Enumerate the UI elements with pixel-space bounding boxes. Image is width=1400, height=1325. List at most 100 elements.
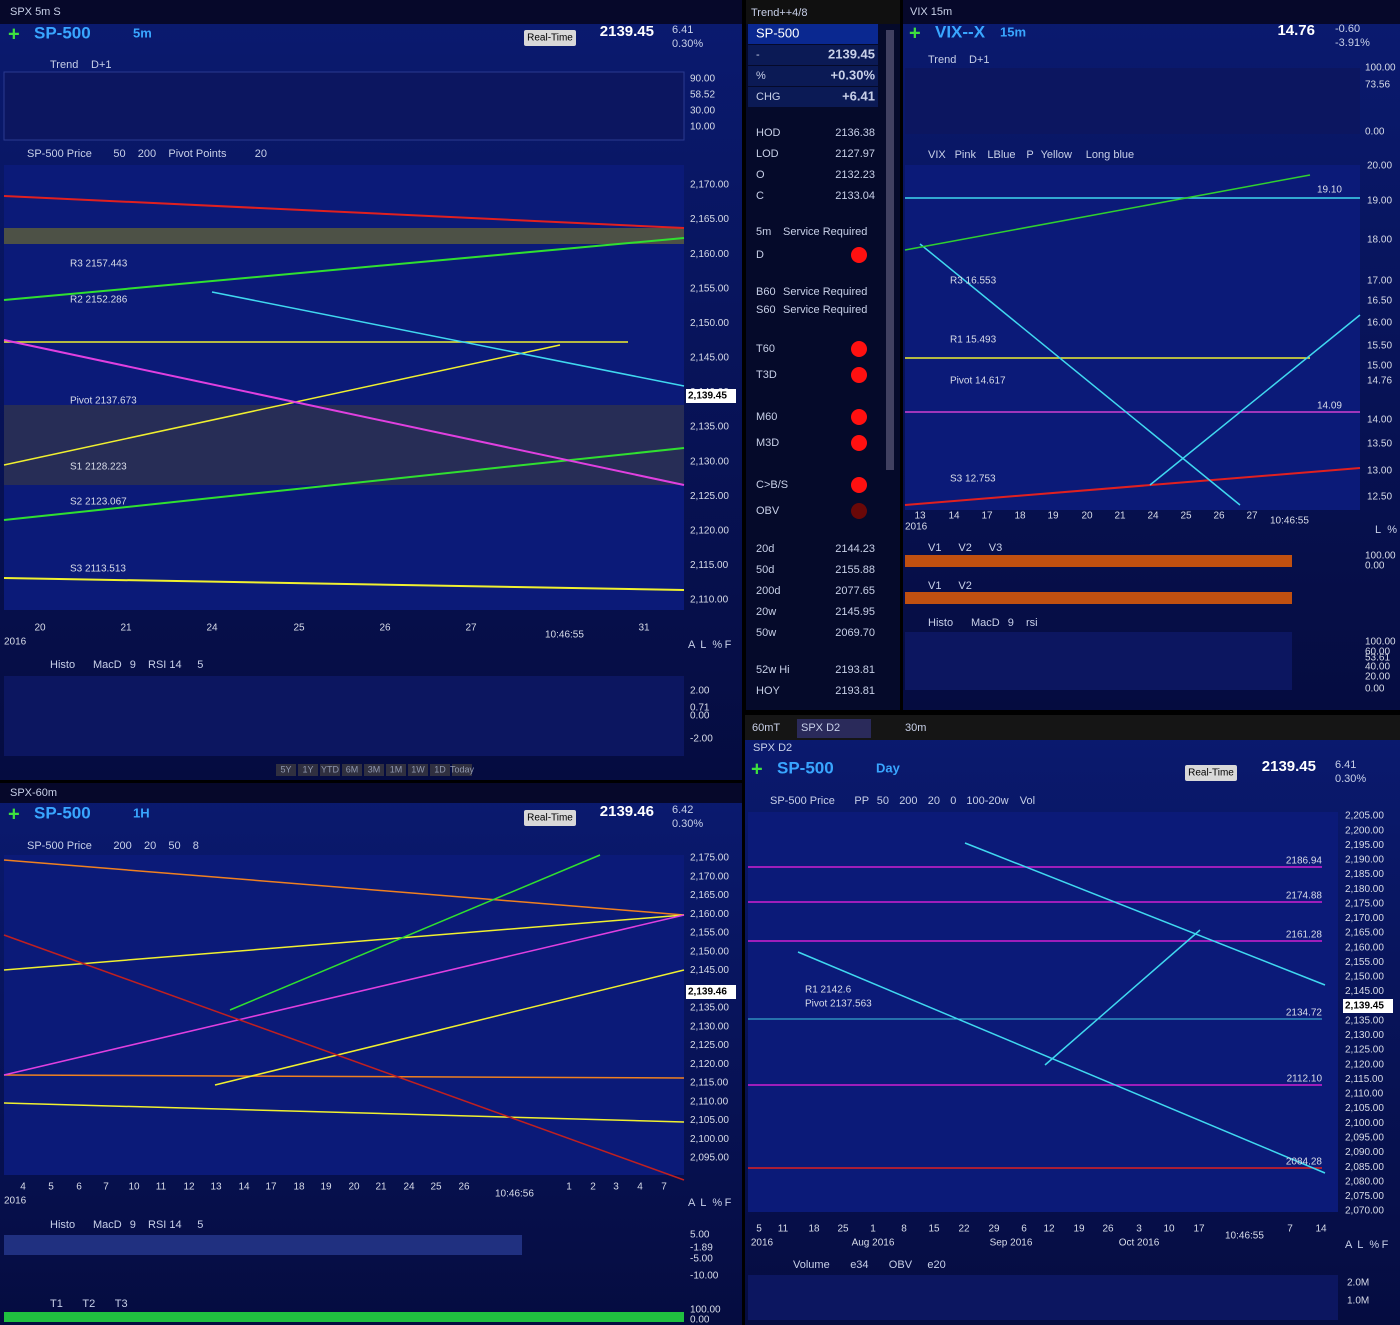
study-param: T1 bbox=[50, 1298, 63, 1310]
title-bar bbox=[0, 0, 742, 24]
last-price-box bbox=[686, 985, 736, 999]
range-label: 1D bbox=[434, 764, 446, 774]
x-tick-label: 26 bbox=[379, 623, 391, 634]
y-tick-label: 2,150.00 bbox=[690, 318, 729, 329]
y-tick-label: 2,090.00 bbox=[1345, 1147, 1384, 1158]
x-tick-label: 14 bbox=[238, 1182, 250, 1193]
tab[interactable]: 30m bbox=[905, 722, 926, 734]
signal-dot bbox=[851, 247, 867, 263]
realtime-button[interactable] bbox=[524, 30, 576, 46]
y-tick-label: 2,170.00 bbox=[1345, 913, 1384, 924]
signal-dot bbox=[851, 367, 867, 383]
change-pct: -3.91% bbox=[1335, 37, 1370, 49]
study-param: 5 bbox=[197, 659, 203, 671]
lower-pane bbox=[905, 632, 1292, 690]
row-label: M60 bbox=[756, 411, 777, 423]
study-param: T2 bbox=[82, 1298, 95, 1310]
y-tick-label: 2,085.00 bbox=[1345, 1162, 1384, 1173]
study-param: PP bbox=[854, 795, 869, 807]
x-tick-label: 19 bbox=[320, 1182, 332, 1193]
x-tick-label: 15 bbox=[928, 1224, 940, 1235]
tab[interactable]: 60mT bbox=[752, 722, 780, 734]
y-tick-label: 2,105.00 bbox=[1345, 1103, 1384, 1114]
y-tick-label: 2,155.00 bbox=[690, 928, 729, 939]
y-tick-label: 2,150.00 bbox=[1345, 972, 1384, 983]
scrollbar bbox=[886, 30, 894, 470]
y-tick-label: 100.00 bbox=[1365, 637, 1396, 648]
y-tick-label: 2,125.00 bbox=[1345, 1045, 1384, 1056]
symbol: VIX--X bbox=[935, 22, 986, 41]
add-icon[interactable]: + bbox=[8, 803, 20, 825]
y-tick-label: R1 15.493 bbox=[950, 335, 997, 346]
study-param: Trend bbox=[50, 59, 78, 71]
price-pane bbox=[905, 165, 1360, 510]
signal-dot bbox=[851, 435, 867, 451]
study-param: % bbox=[712, 1197, 722, 1209]
realtime-button[interactable] bbox=[1185, 765, 1237, 781]
row-label: % bbox=[756, 70, 766, 82]
y-tick-label: 2,160.00 bbox=[690, 909, 729, 920]
y-tick-label: 2,130.00 bbox=[690, 456, 729, 467]
y-tick-label: 12.50 bbox=[1367, 492, 1392, 503]
study-param: rsi bbox=[1026, 617, 1038, 629]
range-button[interactable] bbox=[276, 764, 296, 776]
range-label: 1Y bbox=[302, 764, 313, 774]
trend-line bbox=[904, 174, 1311, 251]
y-tick-label: 2,100.00 bbox=[1345, 1118, 1384, 1129]
range-button[interactable] bbox=[342, 764, 362, 776]
window-title: SPX 5m S bbox=[10, 6, 61, 18]
range-button[interactable] bbox=[386, 764, 406, 776]
x-tick-label: 29 bbox=[988, 1224, 1000, 1235]
x-tick-label: 1 bbox=[566, 1182, 572, 1193]
signal-dot bbox=[851, 341, 867, 357]
x-tick-label: 24 bbox=[206, 623, 218, 634]
last-price: 2,139.45 bbox=[1345, 1001, 1384, 1012]
last-price-box bbox=[1343, 999, 1393, 1013]
y-tick-label: 2,115.00 bbox=[690, 560, 729, 571]
y-tick-label: 16.50 bbox=[1367, 296, 1392, 307]
symbol: SP-500 bbox=[777, 758, 834, 777]
range-button[interactable] bbox=[298, 764, 318, 776]
study-param: V2 bbox=[958, 580, 971, 592]
range-button[interactable] bbox=[364, 764, 384, 776]
add-icon[interactable]: + bbox=[8, 23, 20, 45]
add-icon[interactable]: + bbox=[909, 22, 921, 44]
add-icon[interactable]: + bbox=[751, 758, 763, 780]
trend-line bbox=[211, 291, 685, 387]
y-tick-label: 10.00 bbox=[690, 122, 715, 133]
range-button[interactable] bbox=[320, 764, 340, 776]
study-param: L bbox=[1357, 1239, 1363, 1251]
v-pane bbox=[905, 592, 1292, 604]
y-tick-label: 2,145.00 bbox=[690, 353, 729, 364]
tab[interactable]: SPX D2 bbox=[801, 722, 840, 734]
price: 2139.45 bbox=[600, 23, 654, 40]
y-tick-label: 2161.28 bbox=[1286, 930, 1323, 941]
row-label: D bbox=[756, 249, 764, 261]
y-tick-label: 2,145.00 bbox=[690, 965, 729, 976]
last-price: 2,139.45 bbox=[688, 391, 727, 402]
y-tick-label: 2,135.00 bbox=[690, 422, 729, 433]
change: 6.42 bbox=[672, 804, 693, 816]
trend-line bbox=[797, 951, 1326, 1174]
active-tab[interactable] bbox=[797, 719, 871, 738]
watch-row bbox=[748, 87, 878, 107]
x-tick-label: 26 bbox=[1102, 1224, 1114, 1235]
range-button[interactable] bbox=[452, 764, 472, 776]
x-tick-label: 25 bbox=[837, 1224, 849, 1235]
row-label: C>B/S bbox=[756, 479, 788, 491]
range-button[interactable] bbox=[408, 764, 428, 776]
row-value: 2077.65 bbox=[835, 585, 875, 597]
trend-line bbox=[3, 237, 685, 301]
study-param: Histo bbox=[928, 617, 953, 629]
y-tick-label: 0.00 bbox=[1365, 561, 1385, 572]
row-label: HOD bbox=[756, 127, 781, 139]
y-tick-label: 2,160.00 bbox=[690, 249, 729, 260]
study-param: F bbox=[725, 639, 732, 651]
study-param: 20 bbox=[928, 795, 940, 807]
y-tick-label: 2,110.00 bbox=[1345, 1089, 1384, 1100]
x-tick-label: 31 bbox=[638, 623, 650, 634]
realtime-button[interactable] bbox=[524, 810, 576, 826]
trend-line bbox=[3, 195, 685, 229]
range-button[interactable] bbox=[430, 764, 450, 776]
y-tick-label: 14.09 bbox=[1317, 401, 1342, 412]
